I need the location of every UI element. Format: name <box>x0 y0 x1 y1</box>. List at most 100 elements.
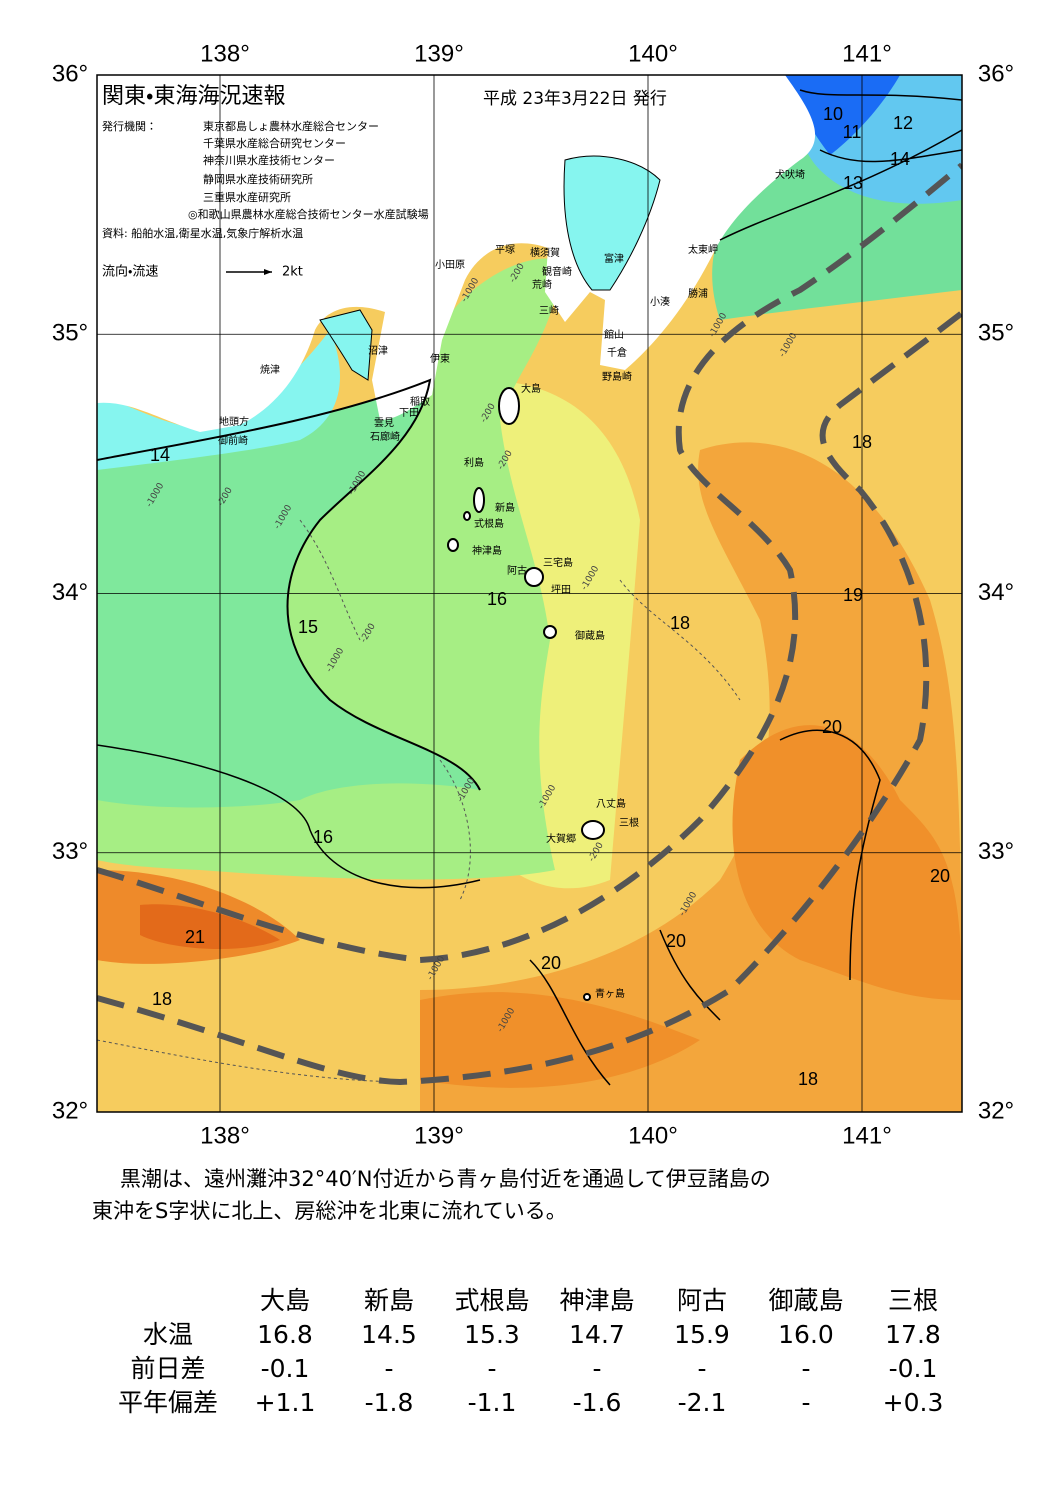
place-label: 利島 <box>464 456 484 469</box>
table-cell: -0.1 <box>889 1354 938 1383</box>
table-cell: 17.8 <box>885 1320 941 1349</box>
y-tick-label: 32° <box>52 1097 88 1124</box>
place-label: 石廊崎 <box>370 430 400 443</box>
table-header: 神津島 <box>559 1286 634 1315</box>
x-tick-label: 140° <box>628 40 678 67</box>
place-label: 地頭方 <box>219 415 249 428</box>
y-tick-label: 35° <box>52 320 88 347</box>
isotherm <box>529 929 721 1086</box>
legend-arrow-head <box>264 269 272 275</box>
table-cell: +0.3 <box>883 1388 944 1417</box>
row-label: 水温 <box>143 1320 193 1349</box>
place-label: 坪田 <box>551 583 571 596</box>
table-cell: - <box>801 1354 810 1383</box>
row-label: 平年偏差 <box>118 1388 218 1417</box>
place-label: 野島崎 <box>602 370 632 383</box>
publisher-label: 発行機関： <box>102 119 157 133</box>
publisher: 千葉県水産総合研究センター <box>203 136 346 150</box>
y-tick-label: 35° <box>978 320 1014 347</box>
island <box>524 567 544 587</box>
place-label: 大島 <box>521 382 541 395</box>
place-label: 八丈島 <box>596 797 626 810</box>
place-label: 富津 <box>604 252 624 265</box>
place-label: 御蔵島 <box>575 629 605 642</box>
place-label: 焼津 <box>260 364 280 376</box>
x-tick-label: 138° <box>200 1122 250 1149</box>
place-label: 太東岬 <box>688 243 718 256</box>
publisher: 三重県水産研究所 <box>203 190 291 204</box>
x-tick-label: 140° <box>628 1122 678 1149</box>
isotherm-label: 14 <box>150 445 170 465</box>
summary: 黒潮は、遠州灘沖32°40′N付近から青ヶ島付近を通過して伊豆諸島の <box>120 1167 771 1191</box>
map-frame <box>96 74 963 1113</box>
isotherm-label: 19 <box>843 585 863 605</box>
place-label: 三崎 <box>539 304 559 317</box>
place-label: 下田 <box>399 408 419 419</box>
table-cell: 15.3 <box>464 1320 520 1349</box>
place-label: 館山 <box>604 328 624 341</box>
table-cell: -0.1 <box>261 1354 310 1383</box>
legend-label: 流向・流速 <box>102 264 158 280</box>
x-tick-label: 138° <box>200 40 250 67</box>
publisher: 神奈川県水産技術センター <box>203 153 335 167</box>
place-label: 観音崎 <box>542 265 572 278</box>
table-cell: +1.1 <box>255 1388 316 1417</box>
title: 関東・東海海況速報 <box>102 84 285 109</box>
table-cell: 16.8 <box>257 1320 313 1349</box>
table-cell: 14.7 <box>569 1320 625 1349</box>
sources: 資料: 船舶水温,衛星水温,気象庁解析水温 <box>102 226 303 240</box>
isotherm-label: 15 <box>298 617 318 637</box>
isotherm-label: 18 <box>152 989 172 1009</box>
place-label: 小田原 <box>435 259 465 271</box>
x-tick-label: 139° <box>414 40 464 67</box>
warm-core <box>732 725 962 1000</box>
isotherm <box>97 378 481 791</box>
island <box>463 511 471 521</box>
row-label: 前日差 <box>130 1354 205 1383</box>
table-header: 三根 <box>888 1286 938 1315</box>
bay <box>563 155 661 291</box>
island <box>473 487 485 513</box>
place-label: 新島 <box>495 501 515 514</box>
isotherm-label: 11 <box>843 122 862 142</box>
y-tick-label: 32° <box>978 1097 1014 1124</box>
isotherm-label: 20 <box>930 866 950 886</box>
y-tick-label: 36° <box>978 60 1014 87</box>
island <box>498 387 520 425</box>
kuroshio <box>97 162 962 1085</box>
isotherm-label: 16 <box>313 827 333 847</box>
issue-date: 平成 23年3月22日 発行 <box>483 89 667 109</box>
cool-region <box>97 380 480 808</box>
place-label: 青ヶ島 <box>595 987 625 1000</box>
x-tick-label: 141° <box>842 1122 892 1149</box>
place-label: 三宅島 <box>543 556 573 569</box>
isotherm-label: 14 <box>890 149 910 169</box>
isotherm-label: 18 <box>670 613 690 633</box>
place-label: 大賀郷 <box>546 832 576 845</box>
table-cell: -2.1 <box>678 1388 727 1417</box>
publisher: 静岡県水産技術研究所 <box>203 172 313 186</box>
place-label: 荒崎 <box>532 278 552 291</box>
islands <box>447 387 605 1001</box>
place-label: 沼津 <box>368 344 388 357</box>
kuroshio-axis <box>97 310 962 1085</box>
table-header: 阿古 <box>677 1286 727 1315</box>
table-cell: -1.1 <box>468 1388 517 1417</box>
table-cell: - <box>697 1354 706 1383</box>
isotherm <box>97 744 481 889</box>
isotherm-label: 18 <box>852 432 872 452</box>
table-cell: - <box>592 1354 601 1383</box>
place-label: 神津島 <box>472 544 502 557</box>
isotherm-label: 13 <box>843 173 863 193</box>
x-tick-label: 141° <box>842 40 892 67</box>
table-cell: 15.9 <box>674 1320 730 1349</box>
y-tick-label: 33° <box>978 838 1014 865</box>
isotherm-label: 20 <box>822 717 842 737</box>
x-tick-label: 139° <box>414 1122 464 1149</box>
table-header: 新島 <box>364 1286 414 1315</box>
isotherm-label: 18 <box>798 1069 818 1089</box>
place-label: 御前崎 <box>218 434 248 447</box>
contours <box>97 89 962 1086</box>
